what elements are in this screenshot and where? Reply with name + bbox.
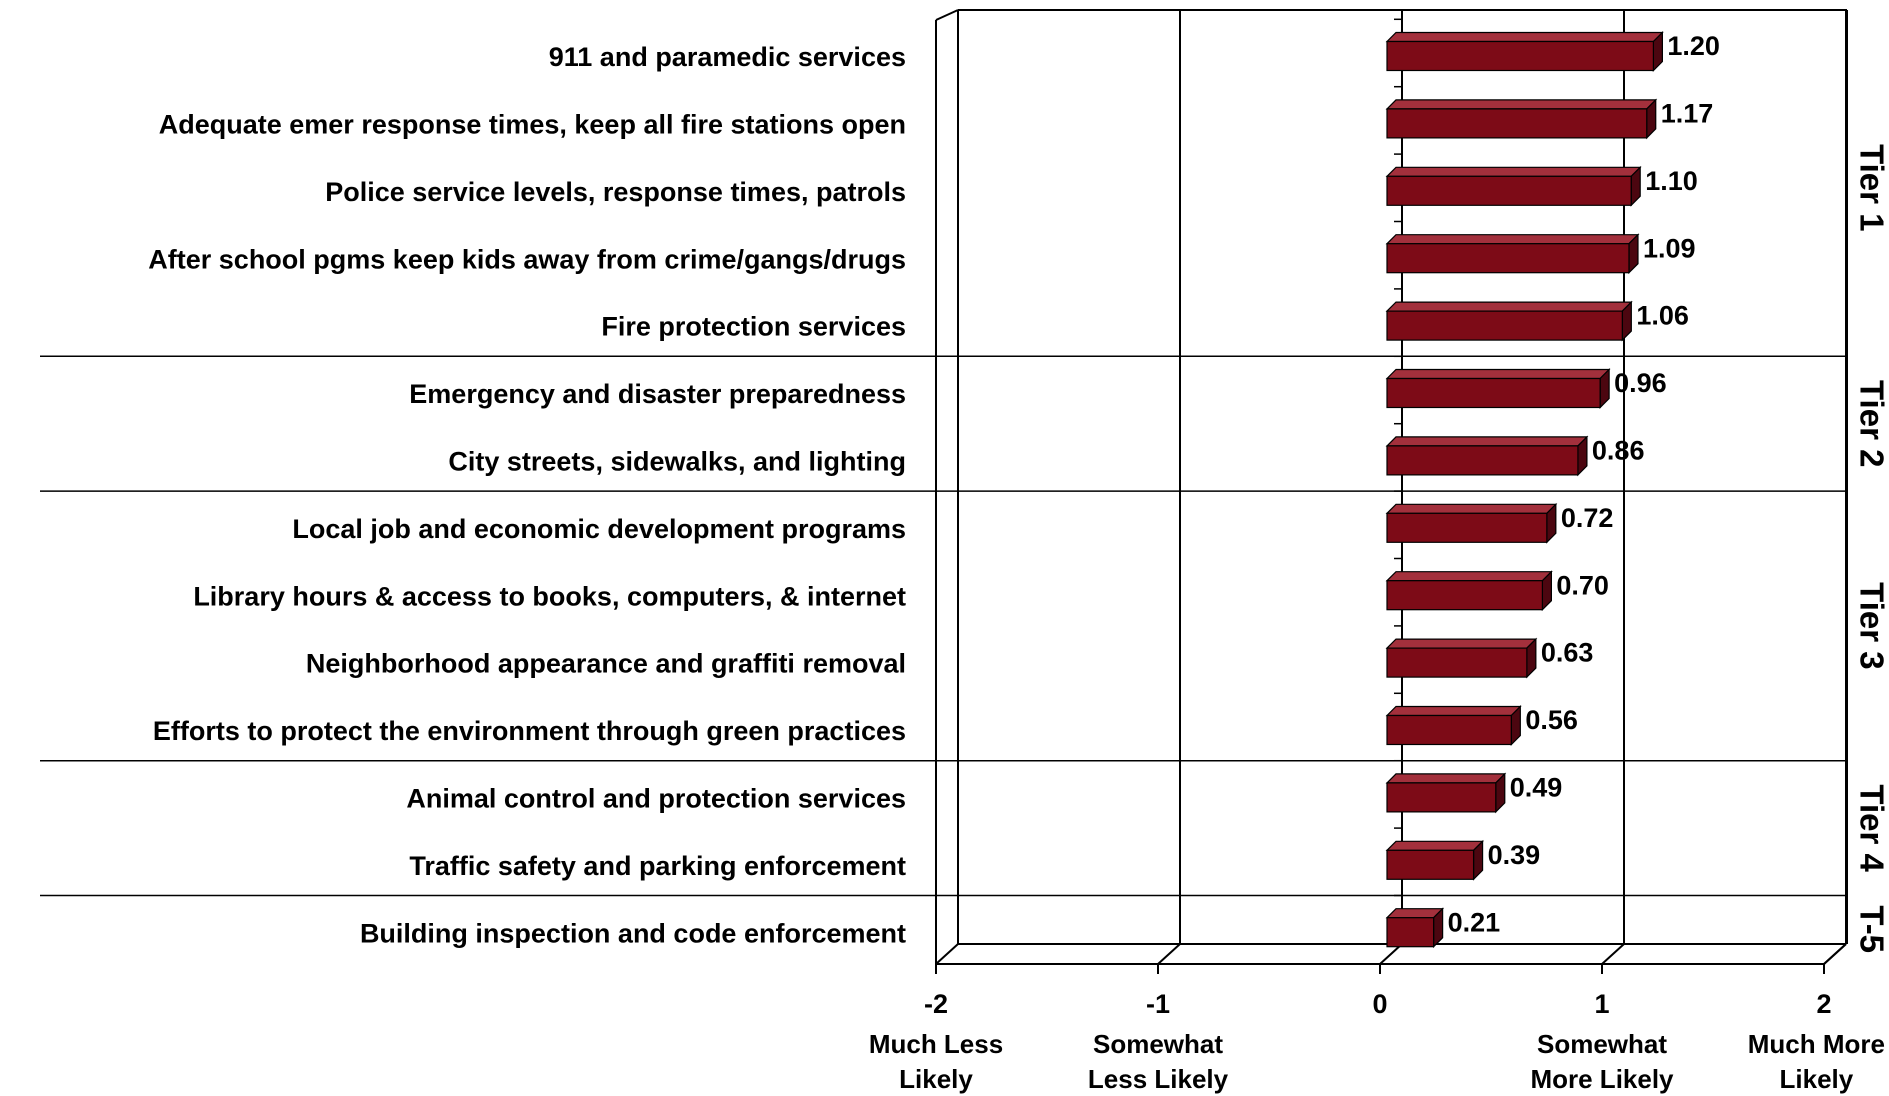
bar	[1385, 435, 1589, 477]
category-label: Fire protection services	[601, 312, 906, 342]
tier-label: Tier 1	[1853, 144, 1889, 231]
category-label: Neighborhood appearance and graffiti rem…	[306, 649, 906, 679]
value-label: 0.86	[1592, 436, 1645, 466]
bar	[1385, 502, 1558, 544]
tier-label: Tier 2	[1853, 380, 1889, 467]
bar-front	[1386, 175, 1632, 206]
x-tick-note-line: Likely	[899, 1064, 973, 1094]
value-label: 0.96	[1614, 368, 1667, 398]
grid-floor-line	[1601, 943, 1625, 965]
bar	[1385, 839, 1485, 881]
category-label: Library hours & access to books, compute…	[193, 581, 906, 611]
x-tick-note-line: More Likely	[1530, 1064, 1674, 1094]
bar-front	[1386, 512, 1548, 543]
bar-top	[1385, 99, 1658, 110]
category-label: Efforts to protect the environment throu…	[153, 716, 906, 746]
bar-front	[1386, 782, 1497, 813]
tier-label: T-5	[1853, 905, 1889, 953]
bar-front	[1386, 377, 1601, 409]
bar-front	[1386, 917, 1435, 948]
x-tick-label: -1	[1146, 989, 1170, 1019]
category-label: Emergency and disaster preparedness	[409, 379, 906, 409]
bar-front	[1386, 310, 1623, 341]
bar	[1385, 368, 1611, 409]
x-tick-label: 2	[1816, 989, 1831, 1019]
category-label: Animal control and protection services	[406, 784, 906, 814]
value-label: 1.06	[1636, 301, 1689, 331]
x-tick-note: Somewhat More Likely	[1530, 1029, 1674, 1094]
x-tick-note-line: Somewhat	[1537, 1029, 1667, 1059]
bar	[1385, 705, 1522, 746]
value-label: 0.63	[1541, 638, 1594, 668]
grid-floor-line	[1823, 943, 1847, 965]
category-label: Building inspection and code enforcement	[360, 918, 906, 948]
category-label: 911 and paramedic services	[549, 42, 906, 72]
value-label: 0.70	[1556, 570, 1609, 600]
value-label: 0.49	[1510, 773, 1563, 803]
bar-top	[1385, 301, 1633, 312]
bar	[1385, 907, 1445, 949]
tier-label: Tier 4	[1853, 784, 1889, 872]
bar	[1385, 772, 1507, 814]
category-label: After school pgms keep kids away from cr…	[148, 244, 906, 274]
grid-floor-line	[935, 943, 959, 965]
bar	[1385, 637, 1538, 679]
bar	[1385, 233, 1640, 275]
bar	[1385, 165, 1642, 207]
bar-top	[1385, 166, 1642, 177]
value-label: 0.21	[1448, 907, 1501, 937]
x-tick-label: 1	[1594, 989, 1609, 1019]
x-tick-label: 0	[1372, 989, 1387, 1019]
wall-top-edge	[935, 9, 959, 21]
bar-top	[1385, 368, 1611, 380]
category-label: Adequate emer response times, keep all f…	[159, 110, 906, 140]
bar-top	[1385, 773, 1507, 784]
grid-floor-line	[1157, 943, 1181, 965]
bar-front	[1386, 243, 1630, 274]
value-label: 0.56	[1525, 705, 1578, 735]
bar	[1385, 300, 1633, 342]
category-label: Local job and economic development progr…	[292, 514, 906, 544]
bar-top	[1385, 571, 1553, 582]
x-tick-note-line: Likely	[1780, 1064, 1854, 1094]
x-tick-note-line: Somewhat	[1093, 1029, 1223, 1059]
x-tick-note: Much Less Likely	[869, 1029, 1003, 1094]
value-label: 1.09	[1643, 233, 1696, 263]
bar-top	[1385, 638, 1538, 649]
bar-top	[1385, 503, 1558, 514]
bar-front	[1386, 580, 1543, 611]
x-tick-label: -2	[924, 989, 948, 1019]
bar-front	[1386, 714, 1512, 746]
bar-top	[1385, 705, 1522, 717]
value-label: 0.72	[1561, 503, 1614, 533]
x-tick-note: Somewhat Less Likely	[1088, 1029, 1229, 1094]
bar-top	[1385, 234, 1640, 245]
bar-front	[1386, 647, 1528, 678]
value-label: 0.39	[1488, 840, 1541, 870]
bar-front	[1386, 108, 1648, 139]
bar-top	[1385, 31, 1664, 43]
value-label: 1.17	[1661, 99, 1714, 129]
x-tick-note-line: Much Less	[869, 1029, 1003, 1059]
x-tick-note: Much More Likely	[1748, 1029, 1885, 1094]
bar-front	[1386, 849, 1475, 880]
category-label: Traffic safety and parking enforcement	[409, 851, 906, 881]
bar-front	[1386, 40, 1654, 72]
x-tick-note-line: Much More	[1748, 1029, 1885, 1059]
bar-top	[1385, 436, 1589, 447]
bar	[1385, 570, 1553, 612]
tier-label: Tier 3	[1853, 582, 1889, 669]
bar	[1385, 31, 1664, 72]
value-label: 1.10	[1645, 166, 1698, 196]
value-label: 1.20	[1667, 31, 1720, 61]
category-label: Police service levels, response times, p…	[325, 177, 906, 207]
bar-front	[1386, 445, 1579, 476]
bar-top	[1385, 840, 1485, 851]
bar	[1385, 98, 1658, 140]
x-tick-note-line: Less Likely	[1088, 1064, 1229, 1094]
grid-floor-line	[1379, 943, 1403, 965]
category-label: City streets, sidewalks, and lighting	[448, 447, 906, 477]
